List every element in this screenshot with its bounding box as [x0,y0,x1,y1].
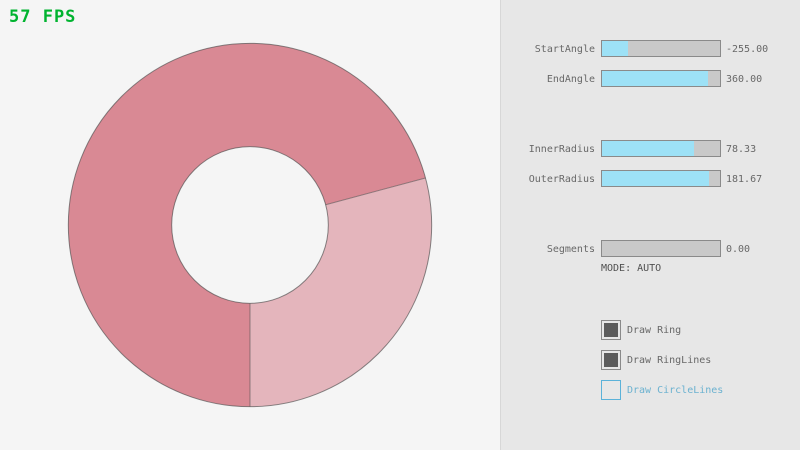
outerradius-value: 181.67 [726,174,763,185]
segments-label: Segments [546,244,595,255]
innerradius-slider-fill [602,141,695,156]
ring-single-region [250,177,432,407]
segments-slider[interactable] [601,240,721,257]
endangle-value: 360.00 [726,74,763,85]
innerradius-slider[interactable] [601,140,721,157]
controls-panel: StartAngle -255.00 EndAngle 360.00 Inner… [500,0,800,450]
endangle-slider[interactable] [601,70,721,87]
outerradius-slider-fill [602,171,710,186]
fps-counter: 57 FPS [9,7,77,27]
canvas-area: 57 FPS [9,7,433,408]
outerradius-slider-row: OuterRadius 181.67 [501,170,800,187]
draw-circlelines-label: Draw CircleLines [627,385,724,396]
segments-slider-row: Segments 0.00 [501,240,800,257]
draw-ring-label: Draw Ring [627,325,682,336]
ring-inner-outline [171,146,329,304]
startangle-label: StartAngle [534,44,595,55]
checkbox-icon[interactable] [601,380,621,400]
draw-ringlines-label: Draw RingLines [627,355,712,366]
innerradius-slider-row: InnerRadius 78.33 [501,140,800,157]
outerradius-slider[interactable] [601,170,721,187]
ring-overlap-region [68,43,426,407]
startangle-slider-row: StartAngle -255.00 [501,40,800,57]
startangle-slider[interactable] [601,40,721,57]
checkbox-icon[interactable] [601,320,621,340]
startangle-value: -255.00 [726,44,769,55]
ring-boundary-line-right [325,177,426,206]
startangle-slider-fill [602,41,628,56]
endangle-slider-fill [602,71,709,86]
endangle-slider-row: EndAngle 360.00 [501,70,800,87]
outerradius-label: OuterRadius [528,174,595,185]
segments-value: 0.00 [726,244,751,255]
innerradius-label: InnerRadius [528,144,595,155]
checkbox-icon[interactable] [601,350,621,370]
mode-text: MODE: AUTO [601,263,662,274]
endangle-label: EndAngle [546,74,595,85]
ring-canvas [67,42,433,408]
innerradius-value: 78.33 [726,144,757,155]
